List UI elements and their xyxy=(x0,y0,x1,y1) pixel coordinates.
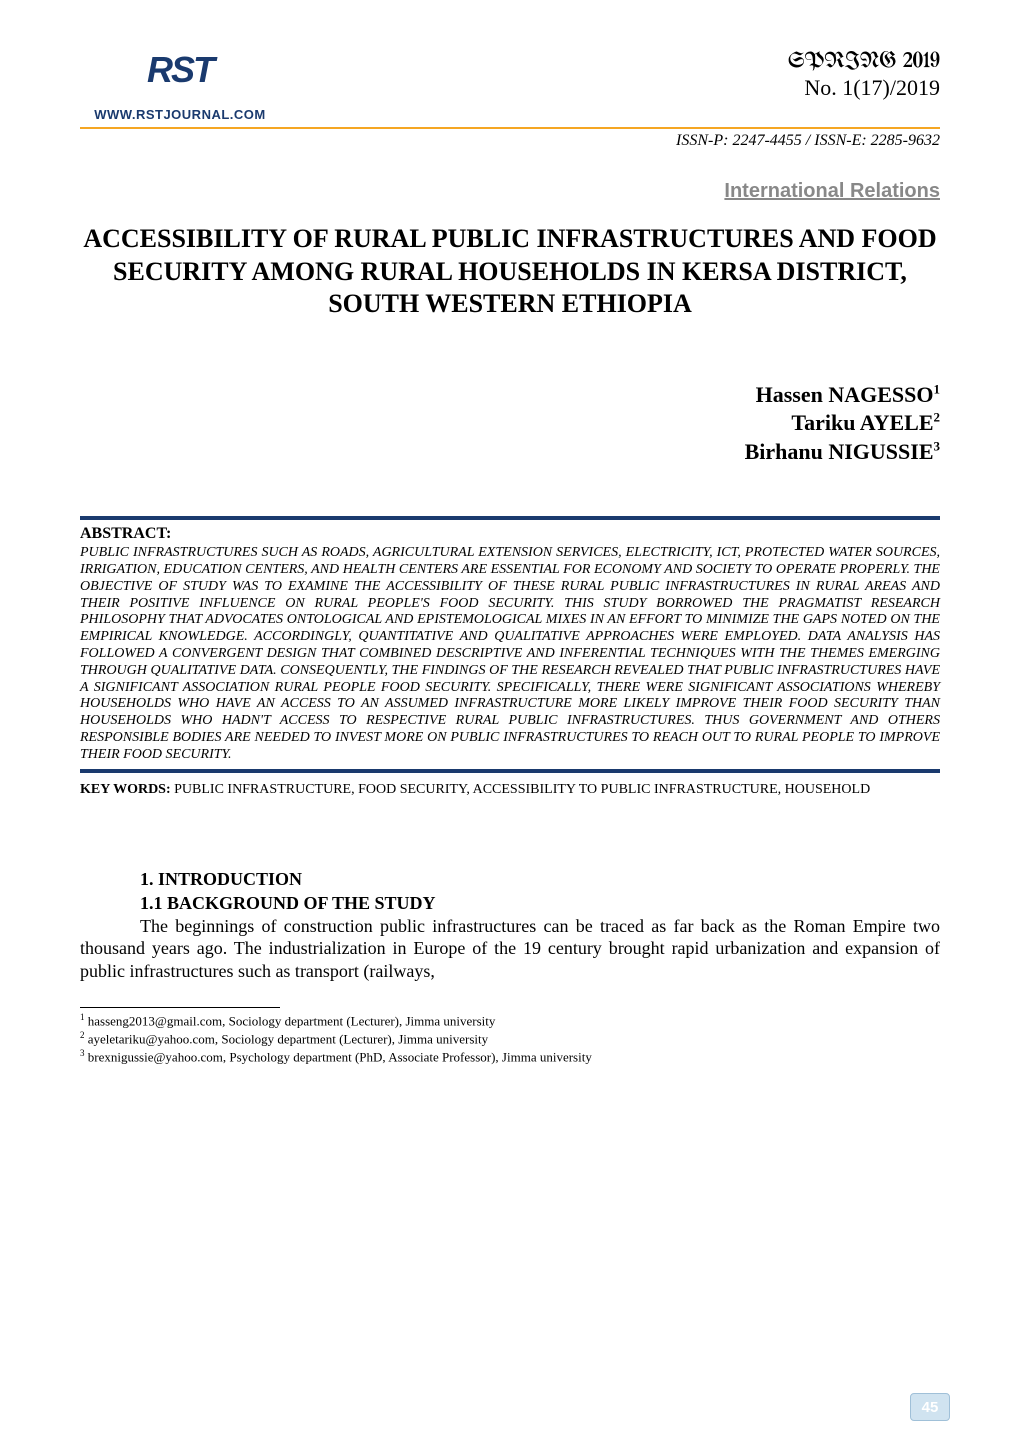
abstract-top-hr xyxy=(80,516,940,520)
author-1: Hassen NAGESSO1 xyxy=(80,381,940,410)
keywords-text: PUBLIC INFRASTRUCTURE, FOOD SECURITY, AC… xyxy=(171,782,871,797)
article-title: ACCESSIBILITY OF RURAL PUBLIC INFRASTRUC… xyxy=(80,223,940,321)
author-2-name: Tariku AYELE xyxy=(791,410,933,435)
footnote-3: 3 brexnigussie@yahoo.com, Psychology dep… xyxy=(80,1048,940,1066)
section-1-heading: 1. INTRODUCTION xyxy=(140,868,940,891)
section-label: International Relations xyxy=(80,180,940,203)
footnote-2: 2 ayeletariku@yahoo.com, Sociology depar… xyxy=(80,1030,940,1048)
footnote-divider xyxy=(80,1007,280,1008)
footnote-1-text: hasseng2013@gmail.com, Sociology departm… xyxy=(85,1014,496,1029)
logo-text: RST xyxy=(147,49,213,91)
issue-season: SPRING 2019 xyxy=(280,50,940,73)
author-1-sup: 1 xyxy=(934,381,941,396)
issn-line: ISSN-P: 2247-4455 / ISSN-E: 2285-9632 xyxy=(80,132,940,150)
header-divider xyxy=(80,127,940,129)
author-3: Birhanu NIGUSSIE3 xyxy=(80,438,940,467)
author-3-name: Birhanu NIGUSSIE xyxy=(745,439,934,464)
rst-logo: RST xyxy=(115,35,245,105)
section-1-1-heading: 1.1 BACKGROUND OF THE STUDY xyxy=(140,892,940,915)
page-number: 45 xyxy=(910,1393,950,1421)
body-paragraph-1: The beginnings of construction public in… xyxy=(80,915,940,983)
keywords-label: KEY WORDS: xyxy=(80,782,171,797)
author-1-name: Hassen NAGESSO xyxy=(756,382,934,407)
keywords-line: KEY WORDS: PUBLIC INFRASTRUCTURE, FOOD S… xyxy=(80,781,940,799)
footnote-1: 1 hasseng2013@gmail.com, Sociology depar… xyxy=(80,1012,940,1030)
abstract-heading: ABSTRACT: xyxy=(80,525,940,543)
author-3-sup: 3 xyxy=(934,438,941,453)
page-container: RST WWW.RSTJOURNAL.COM SPRING 2019 No. 1… xyxy=(0,0,1020,1441)
issue-number: No. 1(17)/2019 xyxy=(280,75,940,101)
footnote-2-text: ayeletariku@yahoo.com, Sociology departm… xyxy=(85,1031,489,1046)
author-2: Tariku AYELE2 xyxy=(80,409,940,438)
footnote-3-text: brexnigussie@yahoo.com, Psychology depar… xyxy=(85,1049,592,1064)
journal-url: WWW.RSTJOURNAL.COM xyxy=(94,107,265,122)
author-2-sup: 2 xyxy=(934,410,941,425)
header-row: RST WWW.RSTJOURNAL.COM SPRING 2019 No. 1… xyxy=(80,35,940,122)
abstract-body: PUBLIC INFRASTRUCTURES SUCH AS ROADS, AG… xyxy=(80,545,940,763)
logo-area: RST WWW.RSTJOURNAL.COM xyxy=(80,35,280,122)
abstract-bottom-hr xyxy=(80,769,940,773)
authors-block: Hassen NAGESSO1 Tariku AYELE2 Birhanu NI… xyxy=(80,381,940,467)
header-right: SPRING 2019 No. 1(17)/2019 xyxy=(280,35,940,101)
